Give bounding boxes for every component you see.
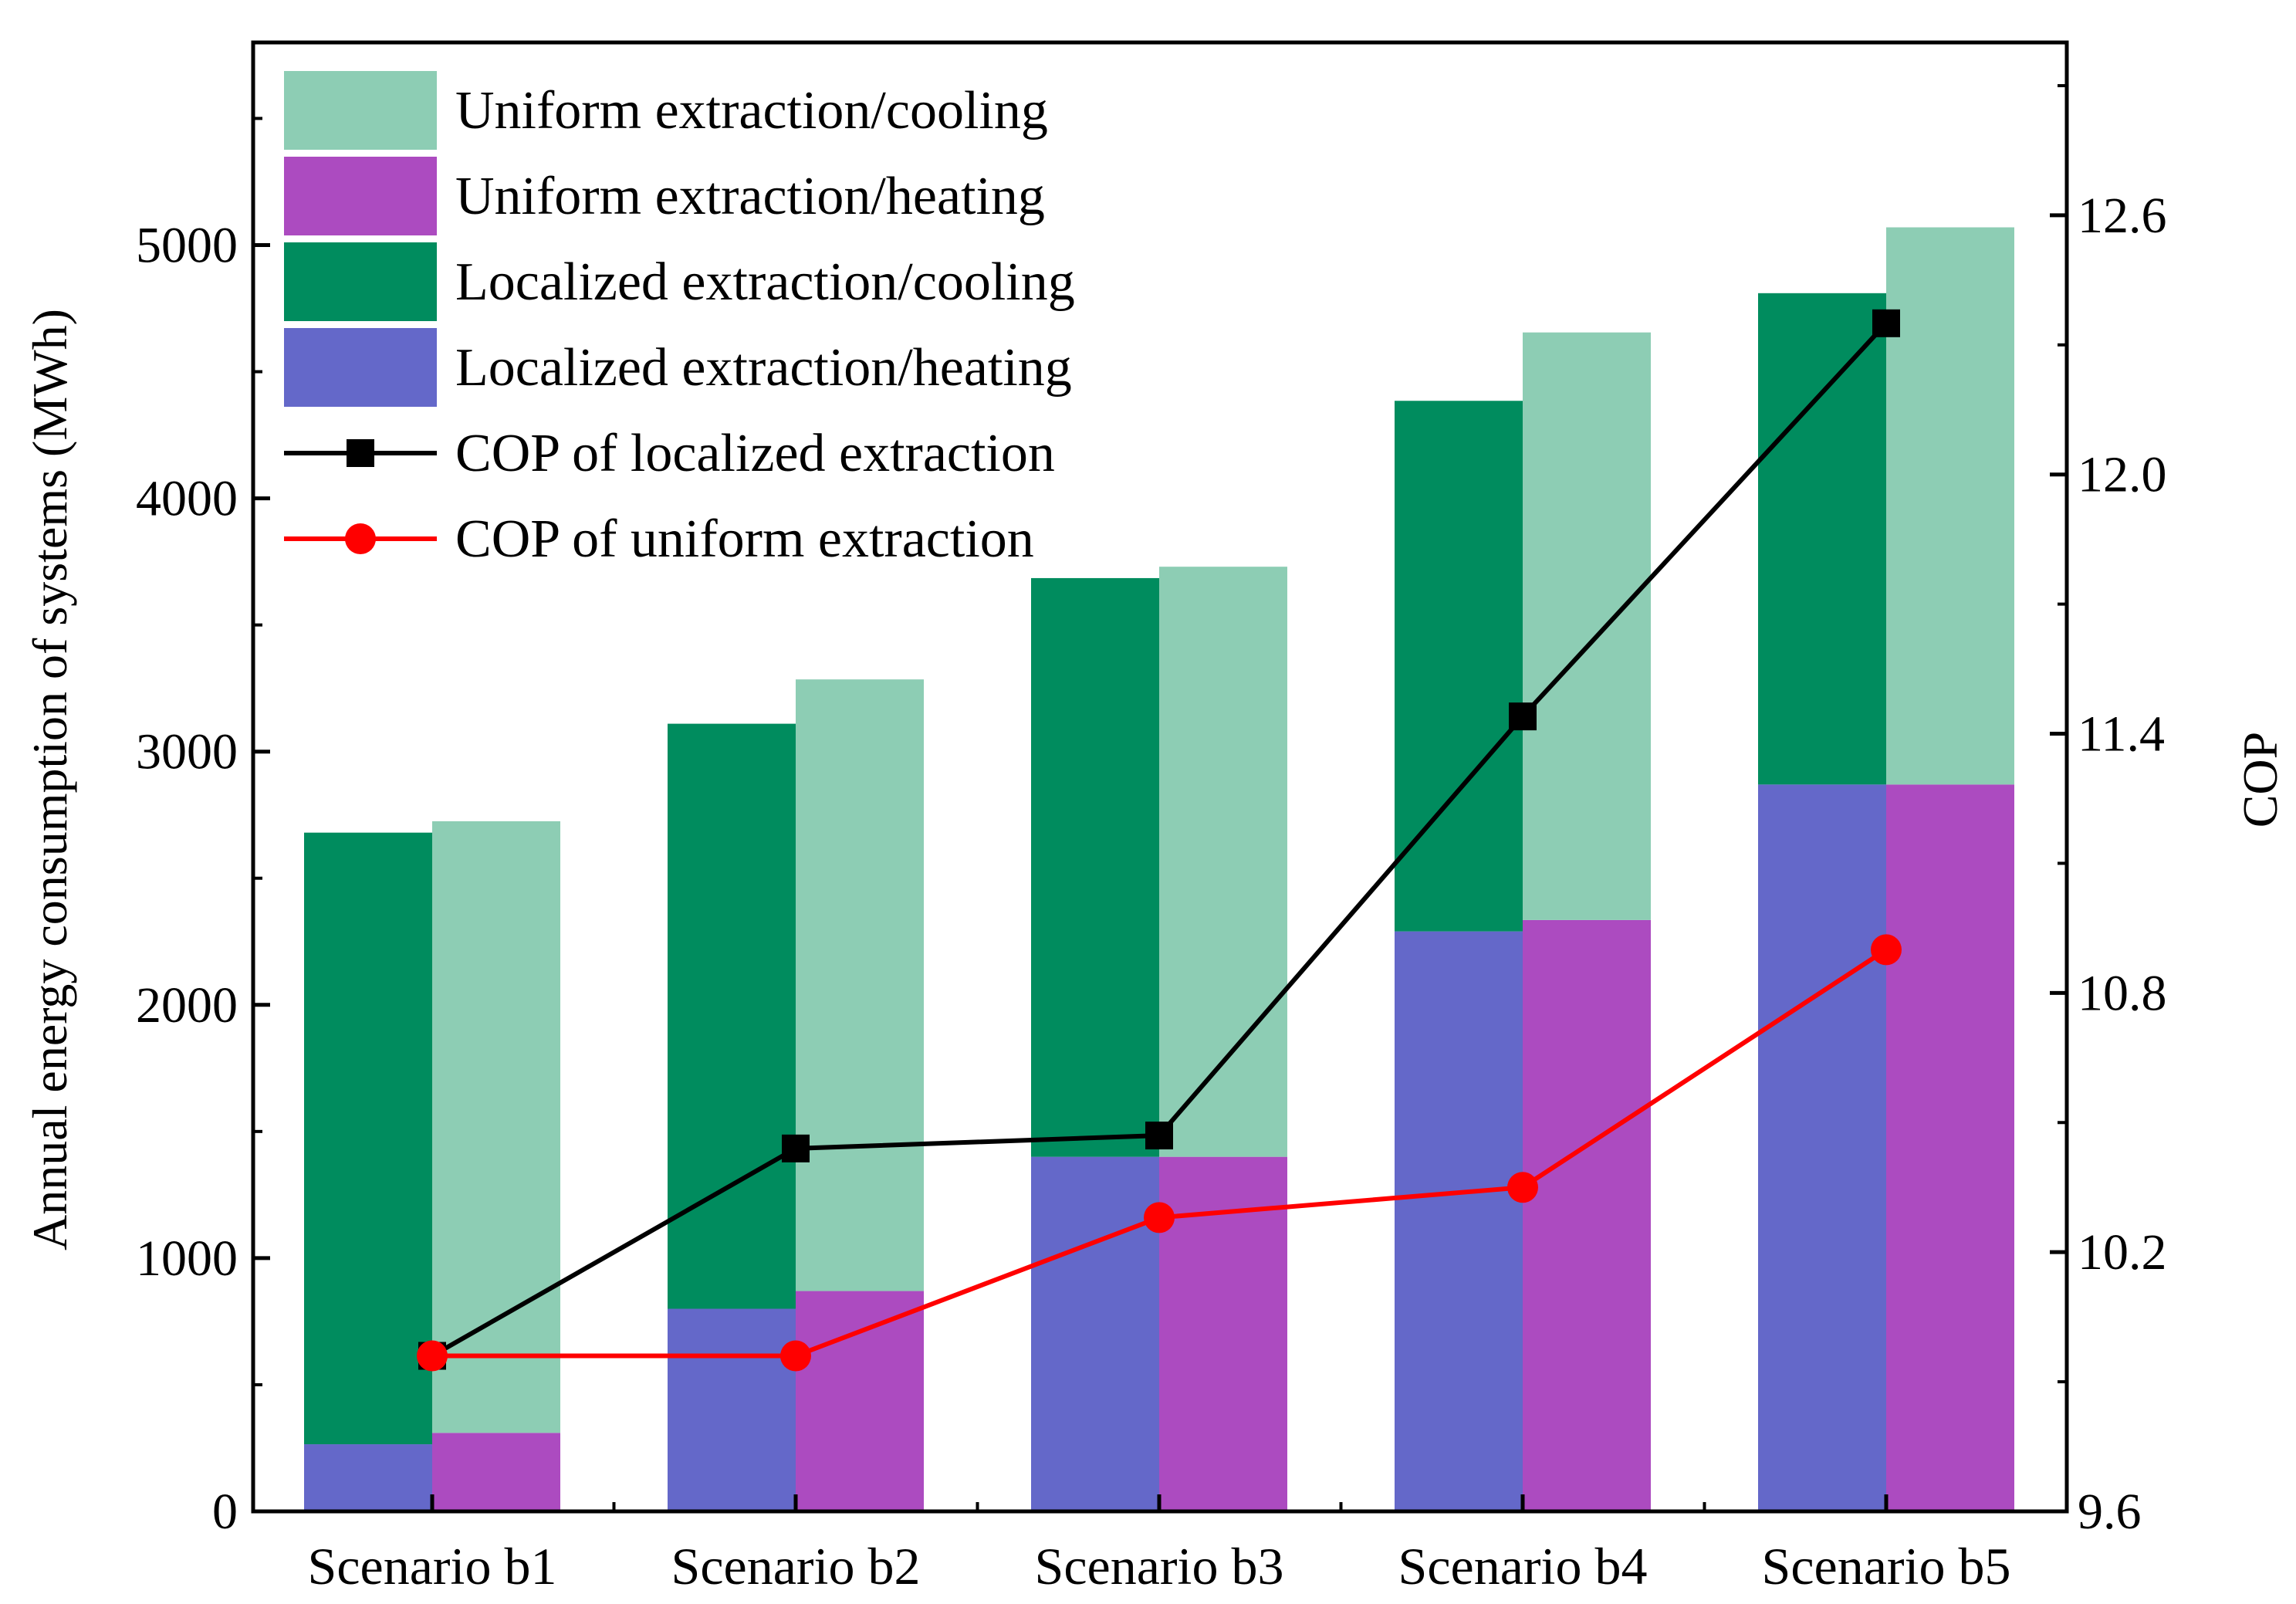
legend-label-localized-extraction-cooling: Localized extraction/cooling [455, 252, 1075, 312]
y-axis-label: Annual energy consumption of systems (MW… [22, 309, 77, 1250]
legend-label-uniform-extraction-cooling: Uniform extraction/cooling [455, 81, 1048, 140]
legend-marker-cop-of-localized-extraction [347, 439, 374, 467]
point-cop-of-uniform-extraction-1 [417, 1340, 448, 1372]
point-cop-of-uniform-extraction-5 [1871, 934, 1902, 966]
legend: Uniform extraction/cooling Uniform extrac… [284, 71, 1075, 569]
y2-tick-label: 9.6 [2078, 1484, 2142, 1540]
bar-localized-extraction-cooling-3 [1031, 577, 1159, 1157]
legend-swatch-localized-extraction-cooling [284, 242, 437, 321]
bar-localized-extraction-cooling-2 [668, 723, 796, 1309]
legend-swatch-localized-extraction-heating [284, 328, 437, 407]
point-cop-of-localized-extraction-2 [782, 1134, 810, 1162]
y-tick-label: 0 [212, 1484, 238, 1540]
legend-swatch-uniform-extraction-cooling [284, 71, 437, 150]
point-cop-of-uniform-extraction-3 [1144, 1202, 1175, 1233]
y-tick-label: 1000 [136, 1230, 238, 1287]
y-tick-label: 3000 [136, 724, 238, 780]
x-tick-label: Scenario b3 [1035, 1537, 1284, 1596]
bar-localized-extraction-heating-2 [668, 1308, 796, 1511]
legend-label-uniform-extraction-heating: Uniform extraction/heating [455, 167, 1045, 226]
x-tick-label: Scenario b2 [671, 1537, 921, 1596]
point-cop-of-localized-extraction-3 [1145, 1122, 1173, 1150]
bars-layer [304, 227, 2014, 1511]
bar-uniform-extraction-heating-2 [796, 1291, 924, 1511]
bar-uniform-extraction-cooling-5 [1886, 227, 2014, 785]
y-tick-label: 2000 [136, 977, 238, 1034]
bar-uniform-extraction-cooling-4 [1523, 332, 1651, 920]
point-cop-of-localized-extraction-4 [1509, 702, 1537, 731]
bar-uniform-extraction-cooling-2 [796, 679, 924, 1291]
y2-tick-label: 10.8 [2078, 965, 2167, 1021]
x-tick-label: Scenario b5 [1762, 1537, 2011, 1596]
y2-axis-label: COP [2233, 732, 2288, 828]
x-tick-label: Scenario b1 [308, 1537, 557, 1596]
bar-localized-extraction-cooling-5 [1758, 293, 1886, 785]
y-tick-label: 4000 [136, 471, 238, 527]
legend-label-localized-extraction-heating: Localized extraction/heating [455, 338, 1072, 398]
y2-tick-label: 11.4 [2078, 706, 2165, 763]
legend-label-cop-of-uniform-extraction: COP of uniform extraction [455, 509, 1034, 569]
point-cop-of-uniform-extraction-2 [780, 1340, 811, 1372]
y2-tick-label: 12.0 [2078, 447, 2167, 503]
y2-tick-label: 12.6 [2078, 188, 2167, 244]
bar-uniform-extraction-cooling-1 [432, 821, 560, 1433]
y2-tick-label: 10.2 [2078, 1224, 2167, 1281]
x-tick-label: Scenario b4 [1398, 1537, 1648, 1596]
bar-localized-extraction-cooling-4 [1395, 401, 1523, 932]
cop-lines-layer [417, 309, 1902, 1372]
bar-uniform-extraction-heating-5 [1886, 784, 2014, 1511]
axes-layer: 0 1000 2000 3000 4000 5000 9.6 10.2 10.8 11.4 12.0… [136, 40, 2167, 1596]
point-cop-of-localized-extraction-5 [1872, 309, 1900, 337]
y-tick-label: 5000 [136, 217, 238, 273]
bar-localized-extraction-heating-1 [304, 1444, 432, 1511]
bar-uniform-extraction-heating-1 [432, 1433, 560, 1511]
bar-localized-extraction-cooling-1 [304, 832, 432, 1445]
bar-uniform-extraction-heating-4 [1523, 919, 1651, 1511]
legend-label-cop-of-localized-extraction: COP of localized extraction [455, 424, 1055, 483]
legend-marker-cop-of-uniform-extraction [345, 523, 376, 554]
bar-localized-extraction-heating-3 [1031, 1156, 1159, 1511]
legend-swatch-uniform-extraction-heating [284, 157, 437, 235]
bar-localized-extraction-heating-4 [1395, 931, 1523, 1511]
point-cop-of-uniform-extraction-4 [1507, 1172, 1538, 1203]
bar-uniform-extraction-cooling-3 [1159, 567, 1287, 1157]
bar-localized-extraction-heating-5 [1758, 784, 1886, 1511]
